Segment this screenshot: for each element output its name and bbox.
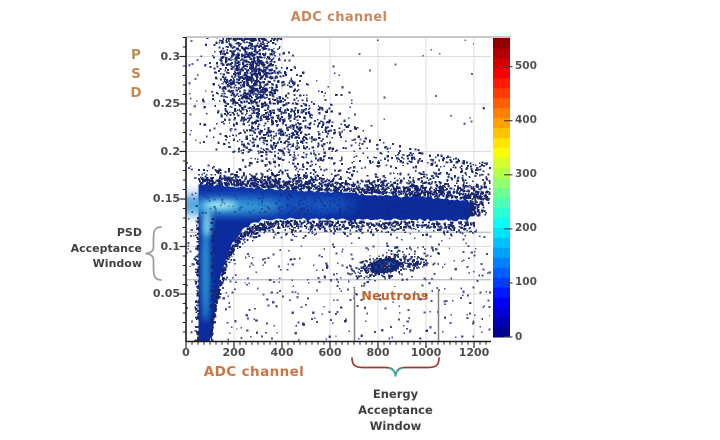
colorbar	[493, 38, 513, 338]
braces	[145, 226, 440, 377]
energy-window-lines	[353, 289, 440, 341]
energy-window-brace-tip	[388, 367, 403, 377]
gamma-band	[186, 183, 472, 342]
axes	[179, 36, 511, 348]
scatter-points	[186, 37, 491, 342]
psd-window-brace	[145, 226, 162, 281]
